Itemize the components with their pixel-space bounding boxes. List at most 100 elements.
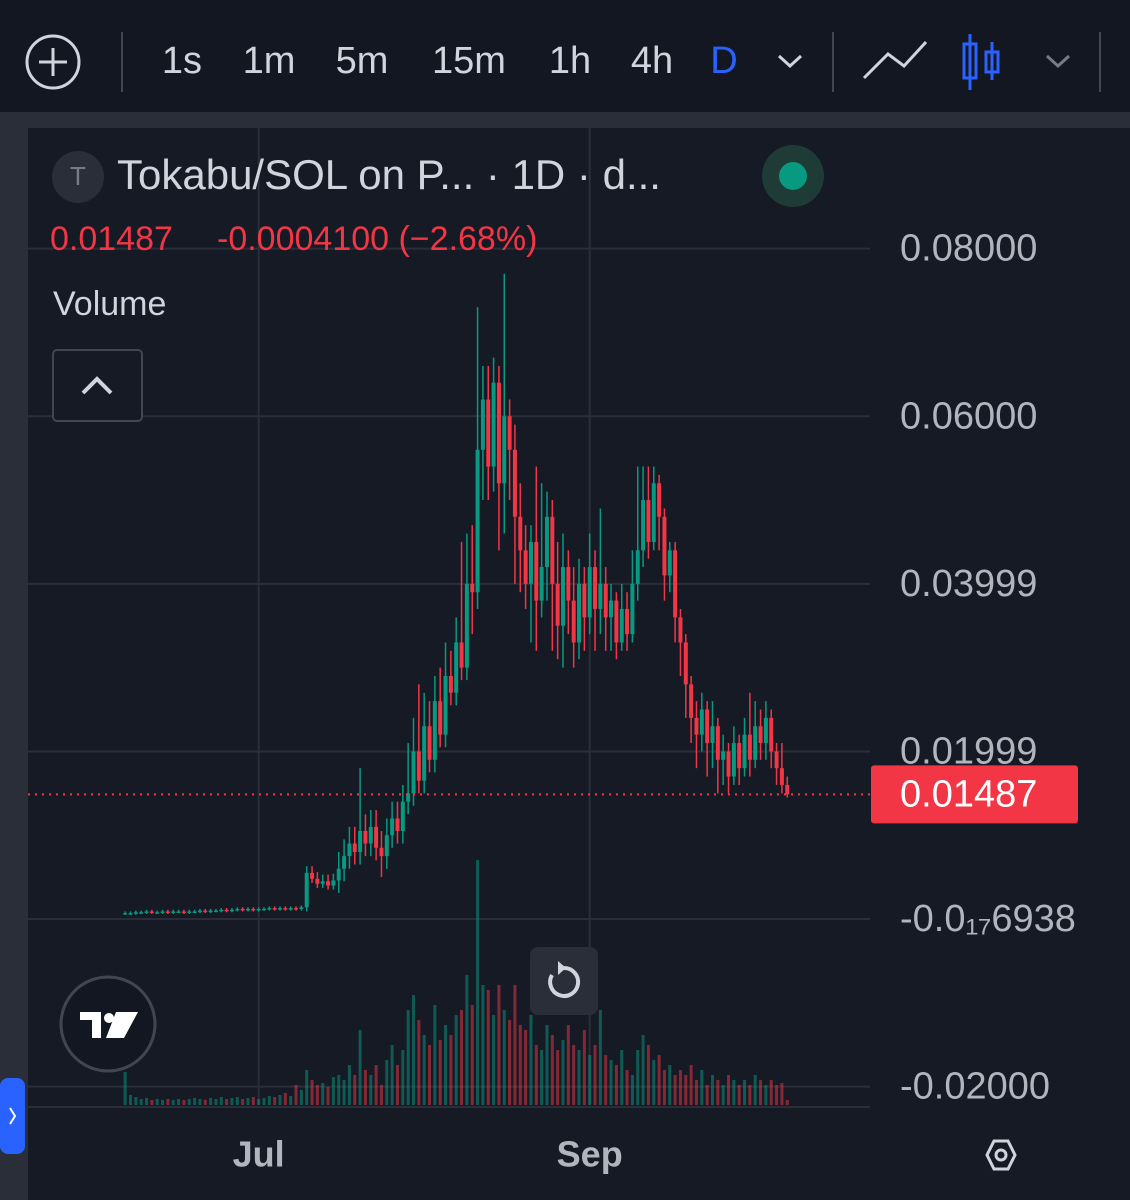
volume-bar [129, 1095, 133, 1105]
candle-body [699, 709, 704, 735]
volume-bar [593, 1045, 597, 1105]
volume-bar [785, 1100, 789, 1105]
candle-body [416, 751, 421, 781]
volume-bar [438, 1040, 442, 1105]
volume-bar [203, 1100, 207, 1105]
candle-body [678, 617, 683, 643]
interval-button[interactable]: 5m [336, 40, 389, 82]
interval-button[interactable]: 1m [243, 40, 296, 82]
volume-bar [358, 1030, 362, 1105]
volume-bar [134, 1097, 138, 1105]
candle-body [625, 608, 630, 635]
candle-body [635, 550, 640, 584]
volume-bar [299, 1090, 303, 1105]
candle-body [155, 912, 160, 914]
interval-button[interactable]: 15m [432, 40, 506, 82]
volume-bar [315, 1085, 319, 1105]
volume-bar [748, 1085, 752, 1105]
add-button[interactable] [25, 34, 81, 90]
candle-body [304, 872, 309, 908]
volume-bar [278, 1095, 282, 1105]
interval-button[interactable]: 1s [162, 40, 202, 82]
candle-body [219, 909, 224, 912]
interval-button[interactable]: D [710, 40, 737, 82]
market-status-dot [779, 162, 807, 190]
volume-bar [193, 1098, 197, 1105]
candle-body [379, 847, 384, 857]
reset-button[interactable] [530, 947, 598, 1015]
volume-bar [759, 1080, 763, 1105]
volume-bar [385, 1060, 389, 1105]
candle-body [705, 709, 710, 744]
candle-body [486, 399, 491, 467]
candle-body [395, 818, 400, 832]
collapse-button[interactable] [52, 349, 143, 422]
candle-body [374, 826, 379, 848]
candle-body [731, 743, 736, 777]
symbol-icon-letter: T [70, 161, 86, 191]
volume-bar [705, 1085, 709, 1105]
volume-bar [331, 1077, 335, 1105]
candle-body [785, 784, 790, 795]
volume-bar [694, 1080, 698, 1105]
tradingview-logo[interactable] [59, 975, 157, 1073]
candle-body [598, 583, 603, 609]
candle-body [443, 675, 448, 735]
candle-body [614, 600, 619, 643]
candle-body [518, 516, 523, 551]
candle-body [464, 583, 469, 668]
volume-bar [476, 860, 480, 1105]
candle-body [235, 908, 240, 911]
volume-bar [502, 1010, 506, 1105]
candle-body [646, 500, 651, 542]
interval-dropdown[interactable] [777, 54, 803, 69]
volume-bar [732, 1080, 736, 1105]
divider [0, 112, 1130, 128]
symbol-title[interactable]: Tokabu/SOL on P... · 1D · d... [117, 151, 661, 198]
candle-body [411, 751, 416, 794]
candle-body [673, 550, 678, 618]
candle-body [587, 567, 592, 618]
volume-bar [187, 1099, 191, 1105]
volume-bar [604, 1055, 608, 1105]
candle-body [160, 911, 165, 913]
candle-body [315, 878, 320, 884]
interval-button[interactable]: 1h [549, 40, 591, 82]
candle-body [769, 717, 774, 752]
y-tick-label: 0.03999 [900, 563, 1037, 605]
volume-bar [230, 1098, 234, 1105]
symbol-icon [52, 151, 104, 203]
volume-bar [737, 1085, 741, 1105]
candle-body [491, 382, 496, 467]
volume-bar [294, 1085, 298, 1105]
sidebar-toggle[interactable] [0, 1078, 25, 1154]
volume-bar [241, 1099, 245, 1105]
candle-body [747, 734, 752, 760]
volume-bar [764, 1085, 768, 1105]
candle-body [123, 913, 128, 915]
volume-bar [182, 1100, 186, 1105]
candle-body [406, 793, 411, 802]
line-chart-button[interactable] [862, 40, 928, 80]
volume-bar [689, 1065, 693, 1105]
candle-body [630, 583, 635, 635]
candle-body [267, 908, 272, 910]
chart-type-dropdown[interactable] [1045, 54, 1071, 69]
candle-body [689, 684, 694, 718]
volume-bar [161, 1100, 165, 1105]
interval-button[interactable]: 4h [631, 40, 673, 82]
candle-body [619, 608, 624, 643]
settings-button[interactable] [985, 1139, 1017, 1171]
candle-body [694, 717, 699, 735]
volume-bar [235, 1097, 239, 1105]
y-tick-label: -0.02000 [900, 1066, 1050, 1108]
last-price-label: 0.01487 [900, 773, 1037, 815]
volume-bar [743, 1080, 747, 1105]
volume-bar [449, 1035, 453, 1105]
volume-bar [668, 1065, 672, 1105]
volume-bar [497, 985, 501, 1105]
volume-bar [577, 1050, 581, 1105]
candle-body [384, 835, 389, 857]
volume-bar [155, 1099, 159, 1105]
candle-chart-button[interactable] [962, 34, 1000, 90]
